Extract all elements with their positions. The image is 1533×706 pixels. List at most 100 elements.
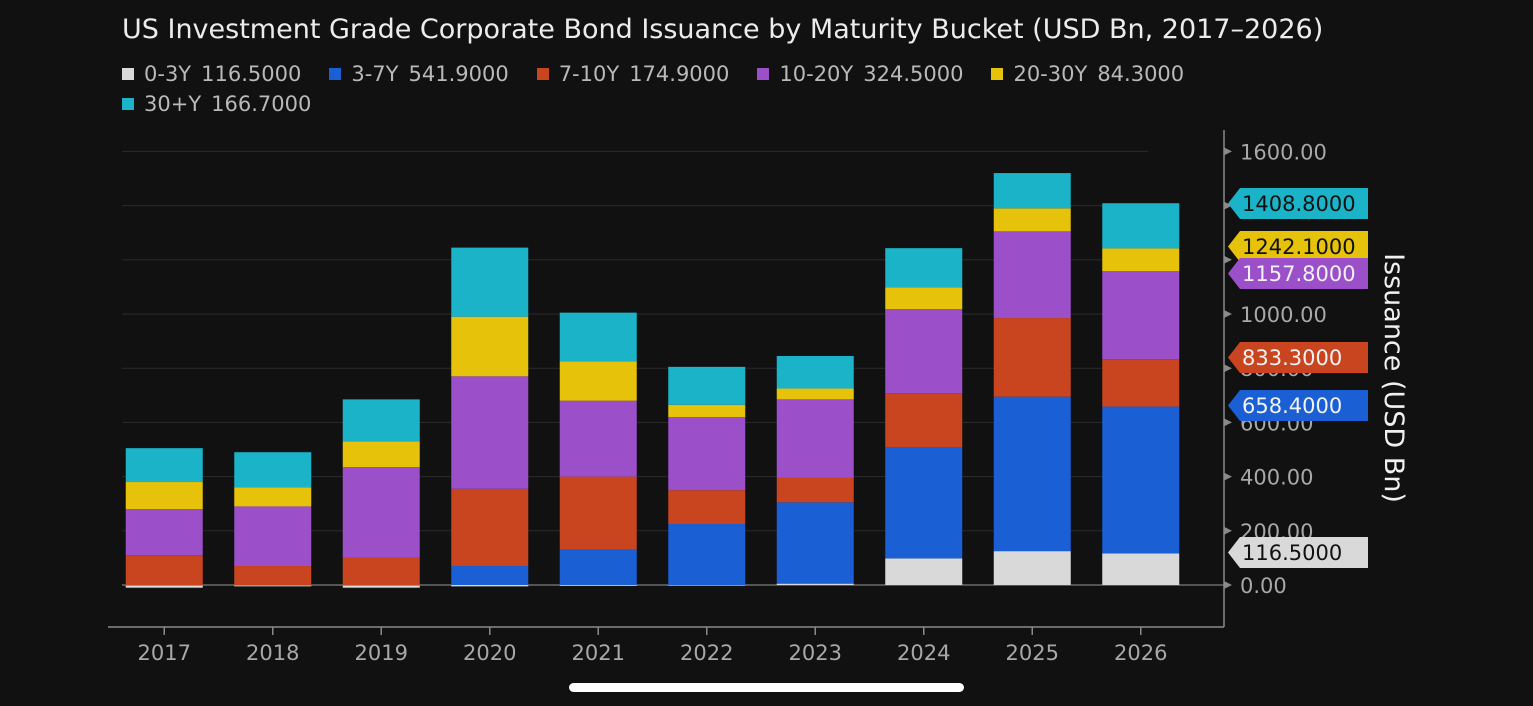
bar-segment-7-10y [776, 477, 854, 503]
legend-series-value: 174.9000 [629, 62, 730, 86]
bar-segment-3-7y [1102, 406, 1180, 554]
bar-segment-10-20y [342, 467, 420, 558]
bar-segment-20-30y [234, 487, 312, 507]
bar-segment-10-20y [234, 506, 312, 567]
y-tick [1224, 526, 1232, 535]
y-tick-label: 0.00 [1240, 574, 1287, 598]
legend-series-value: 116.5000 [201, 62, 302, 86]
bar-segment-7-10y [451, 488, 529, 567]
bar-segment-7-10y [234, 566, 312, 585]
bar-segment-20-30y [1102, 248, 1180, 272]
bar-segment-0-3y [776, 583, 854, 585]
bar-segment-3-7y [559, 549, 637, 585]
bar-segment-7-10y [885, 393, 963, 448]
x-tick-label: 2025 [1006, 641, 1059, 665]
legend-swatch [122, 68, 134, 80]
x-tick-label: 2018 [246, 641, 299, 665]
legend-swatch [122, 98, 134, 110]
bar-segment-30plusy [451, 247, 529, 317]
bar-segment-10-20y [668, 416, 746, 491]
x-tick-label: 2019 [355, 641, 408, 665]
value-tag-label: 833.3000 [1242, 346, 1342, 370]
x-tick-label: 2017 [138, 641, 191, 665]
bar-segment-10-20y [885, 309, 963, 394]
legend-item[interactable]: 3-7Y 541.9000 [329, 62, 509, 86]
x-tick-label: 2023 [789, 641, 842, 665]
x-tick-label: 2020 [463, 641, 516, 665]
bar-segment-3-7y [234, 585, 312, 586]
y-tick [1224, 364, 1232, 373]
bar-segment-7-10y [342, 557, 420, 585]
bar-segment-0-3y [125, 585, 203, 588]
value-tag-label: 116.5000 [1242, 541, 1342, 565]
bar-segment-0-3y [668, 585, 746, 586]
y-axis-title: Issuance (USD Bn) [1378, 253, 1409, 503]
x-tick-label: 2024 [897, 641, 950, 665]
y-tick [1224, 201, 1232, 210]
y-tick [1224, 255, 1232, 264]
legend: 0-3Y 116.5000 3-7Y 541.9000 7-10Y 174.9000 10-… [122, 62, 1322, 116]
legend-series-name: 20-30Y [1013, 62, 1088, 86]
bar-segment-30plusy [1102, 203, 1180, 249]
bar-segment-20-30y [559, 361, 637, 401]
bar-segment-10-20y [776, 399, 854, 478]
bar-segment-30plusy [993, 173, 1071, 209]
bar-segment-10-20y [559, 400, 637, 477]
bar-segment-7-10y [559, 476, 637, 550]
legend-swatch [536, 68, 549, 80]
y-tick [1224, 147, 1232, 156]
chart-title: US Investment Grade Corporate Bond Issua… [122, 14, 1324, 45]
bar-segment-3-7y [451, 566, 529, 585]
y-tick-label: 400.00 [1240, 466, 1313, 490]
bar-segment-0-3y [234, 585, 312, 587]
bar-segment-30plusy [125, 448, 203, 483]
x-tick-label: 2026 [1114, 641, 1167, 665]
bar-segment-7-10y [668, 490, 746, 525]
x-tick-label: 2022 [680, 641, 733, 665]
legend-series-name: 10-20Y [779, 62, 854, 86]
bar-segment-20-30y [668, 404, 746, 417]
legend-series-value: 324.5000 [863, 62, 964, 86]
value-tag-label: 658.4000 [1242, 394, 1342, 418]
bar-segment-3-7y [125, 585, 203, 586]
y-tick-label: 1600.00 [1240, 140, 1327, 164]
legend-series-name: 3-7Y [351, 62, 399, 86]
bar-segment-0-3y [559, 585, 637, 586]
y-tick [1224, 418, 1232, 427]
bar-segment-0-3y [342, 585, 420, 588]
legend-item[interactable]: 7-10Y 174.9000 [536, 62, 730, 86]
legend-series-value: 166.7000 [211, 92, 312, 116]
value-tag [1228, 342, 1368, 373]
bar-segment-20-30y [451, 316, 529, 377]
value-tag-label: 1242.1000 [1242, 235, 1356, 259]
bar-segment-20-30y [885, 287, 963, 310]
bar-segment-20-30y [776, 388, 854, 400]
legend-swatch [329, 68, 342, 80]
legend-series-name: 0-3Y [144, 62, 192, 86]
value-tag [1228, 231, 1368, 262]
bar-segment-3-7y [776, 502, 854, 584]
bar-segment-0-3y [451, 585, 529, 587]
bar-segment-30plusy [668, 366, 746, 405]
bar-segment-3-7y [885, 447, 963, 559]
legend-swatch [991, 68, 1004, 80]
bar-segment-3-7y [993, 396, 1071, 552]
legend-series-value: 84.3000 [1097, 62, 1185, 86]
legend-item[interactable]: 30+Y 166.7000 [122, 92, 311, 116]
bar-segment-10-20y [993, 231, 1071, 319]
x-tick-label: 2021 [572, 641, 625, 665]
legend-item[interactable]: 10-20Y 324.5000 [757, 62, 963, 86]
legend-series-name: 7-10Y [558, 62, 620, 86]
legend-item[interactable]: 20-30Y 84.3000 [991, 62, 1184, 86]
bar-segment-10-20y [451, 376, 529, 489]
bar-segment-20-30y [993, 208, 1071, 232]
bar-segment-30plusy [776, 356, 854, 389]
legend-item[interactable]: 0-3Y 116.5000 [122, 62, 301, 86]
bar-segment-3-7y [342, 585, 420, 586]
bar-segment-7-10y [1102, 359, 1180, 407]
bar-segment-3-7y [668, 524, 746, 585]
y-tick [1224, 472, 1232, 481]
home-indicator[interactable] [569, 683, 964, 692]
y-tick-label: 1000.00 [1240, 303, 1327, 327]
